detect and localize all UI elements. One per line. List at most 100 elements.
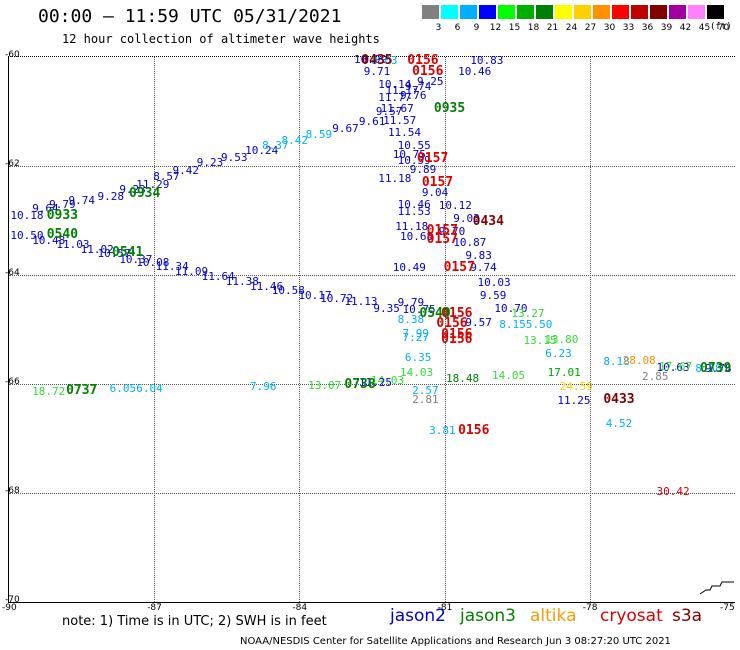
legend-label: 3 [435, 23, 442, 33]
wave-height-label: 10.08 [136, 256, 170, 269]
pass-time-label: 0156 [458, 422, 490, 438]
legend-swatch [593, 5, 610, 19]
wave-height-label: 3.81 [429, 423, 456, 437]
legend-label: 39 [660, 23, 673, 33]
legend-label: 6 [454, 23, 461, 33]
legend-label: 27 [584, 23, 597, 33]
wave-height-label: 9.23 [196, 156, 224, 170]
wave-height-label: 11.53 [397, 204, 431, 218]
wave-height-label: 9.89 [409, 163, 437, 177]
wave-height-label: 11.09 [174, 264, 209, 278]
wave-height-label: 9.70 [438, 225, 466, 239]
wave-height-label: 10.46 [397, 198, 431, 212]
wave-height-label: 8.18 [603, 355, 630, 369]
longitude-tick-label: -84 [292, 603, 308, 613]
legend-label: 21 [546, 23, 559, 33]
legend-swatch [498, 5, 515, 19]
longitude-gridline [589, 57, 591, 602]
longitude-tick-label: -87 [147, 603, 162, 613]
satellite-legend-altika: altika [530, 606, 577, 626]
legend-swatch [479, 5, 496, 19]
wave-height-label: 10.75 [392, 148, 426, 162]
legend-label: 70 [717, 23, 730, 33]
wave-height-label: 10.87 [453, 236, 487, 250]
wave-height-label: 7.96 [250, 379, 277, 393]
longitude-gridline [444, 57, 446, 602]
wave-height-label: 9.74 [470, 261, 497, 275]
latitude-tick-label: -64 [5, 268, 20, 278]
wave-height-label: 8.37 [262, 138, 289, 152]
pass-time-label: 0157 [426, 232, 458, 248]
pass-time-label: 0156 [407, 53, 439, 69]
wave-height-label: 10.99 [354, 52, 388, 66]
wave-height-label: 14.03 [400, 366, 434, 380]
wave-height-label: 10.72 [320, 291, 354, 305]
longitude-gridline [154, 57, 156, 602]
wave-height-label: 9.67 [332, 121, 359, 135]
wave-height-label: 9.78 [704, 361, 732, 375]
wave-height-label: 24.59 [559, 379, 593, 393]
wave-height-label: 10.57 [97, 247, 131, 261]
wave-height-label: 9.83 [465, 249, 492, 263]
wave-height-label: 11.25 [557, 394, 591, 408]
pass-time-label: 0156 [412, 64, 444, 80]
wave-height-label: 9.61 [358, 115, 386, 129]
wave-height-label: 11.34 [155, 260, 189, 274]
pass-time-label: 0156 [436, 316, 468, 332]
wave-height-label: 11.77 [378, 90, 412, 104]
wave-height-label: 10.63 [656, 360, 690, 374]
satellite-legend-jason2: jason2 [390, 606, 446, 626]
legend-swatch [441, 5, 458, 19]
pass-time-label: 0934 [129, 186, 161, 202]
wave-height-label: 11.46 [250, 279, 284, 293]
wave-height-label: 9.25 [416, 74, 444, 88]
latitude-tick-label: -70 [5, 595, 20, 605]
latitude-gridline [9, 384, 735, 385]
legend-swatch [612, 5, 629, 19]
wave-height-label: 18.48 [446, 371, 480, 385]
wave-height-label: 9.71 [363, 65, 391, 79]
latitude-tick-label: -66 [5, 377, 20, 387]
wave-height-label: 9.35 [373, 301, 400, 315]
wave-height-label: 8.38 [397, 312, 425, 326]
longitude-tick-label: -75 [720, 603, 735, 613]
wave-height-label: 18.72 [32, 384, 66, 398]
legend-label: 42 [679, 23, 692, 33]
wave-height-label: 9.64 [32, 201, 59, 215]
wave-height-label: 2.85 [642, 370, 669, 384]
longitude-tick-label: -81 [437, 603, 453, 613]
wave-height-label: 10.59 [397, 153, 431, 167]
credit-line: NOAA/NESDIS Center for Satellite Applica… [240, 636, 671, 647]
wave-height-label: 6.23 [545, 347, 572, 361]
wave-height-label: 11.25 [358, 375, 393, 389]
wave-height-label: 9.53 [220, 151, 248, 165]
wave-height-label: 9.79 [49, 198, 76, 212]
legend-label: 24 [565, 23, 578, 33]
wave-height-label: 11.03 [56, 238, 90, 252]
legend-label: 30 [603, 23, 616, 33]
wave-height-label: 10.37 [119, 252, 153, 266]
legend-swatch [460, 5, 477, 19]
color-legend: 3 6 9 12 15 18 21 24 27 30 33 36 39 42 45 70 [422, 5, 729, 33]
coastline [700, 581, 734, 595]
wave-height-label: 4.52 [605, 417, 633, 431]
wave-height-label: 10.03 [477, 276, 511, 290]
wave-height-label: 10.48 [32, 234, 66, 248]
wave-height-label: 9.03 [453, 212, 480, 226]
wave-height-label: 9.59 [479, 288, 507, 302]
wave-height-label: 2.57 [412, 383, 439, 397]
wave-height-label: 2.81 [412, 393, 439, 407]
wave-height-label: 10.46 [458, 65, 492, 79]
pass-time-label: 0739 [700, 360, 732, 376]
wave-height-label: 10.83 [470, 54, 504, 68]
longitude-gridline [299, 57, 301, 602]
wave-height-label: 11.02 [80, 243, 114, 257]
legend-label: 33 [622, 23, 635, 33]
satellite-legend-cryosat: cryosat [600, 606, 663, 626]
wave-height-label: 6.05 [109, 382, 137, 396]
wave-height-label: 10.50 [10, 228, 44, 242]
wave-height-label: 13.15 [523, 334, 557, 348]
pass-time-label: 0157 [443, 260, 475, 276]
pass-time-label: 0157 [416, 151, 449, 167]
wave-height-label: 10.58 [271, 284, 305, 298]
